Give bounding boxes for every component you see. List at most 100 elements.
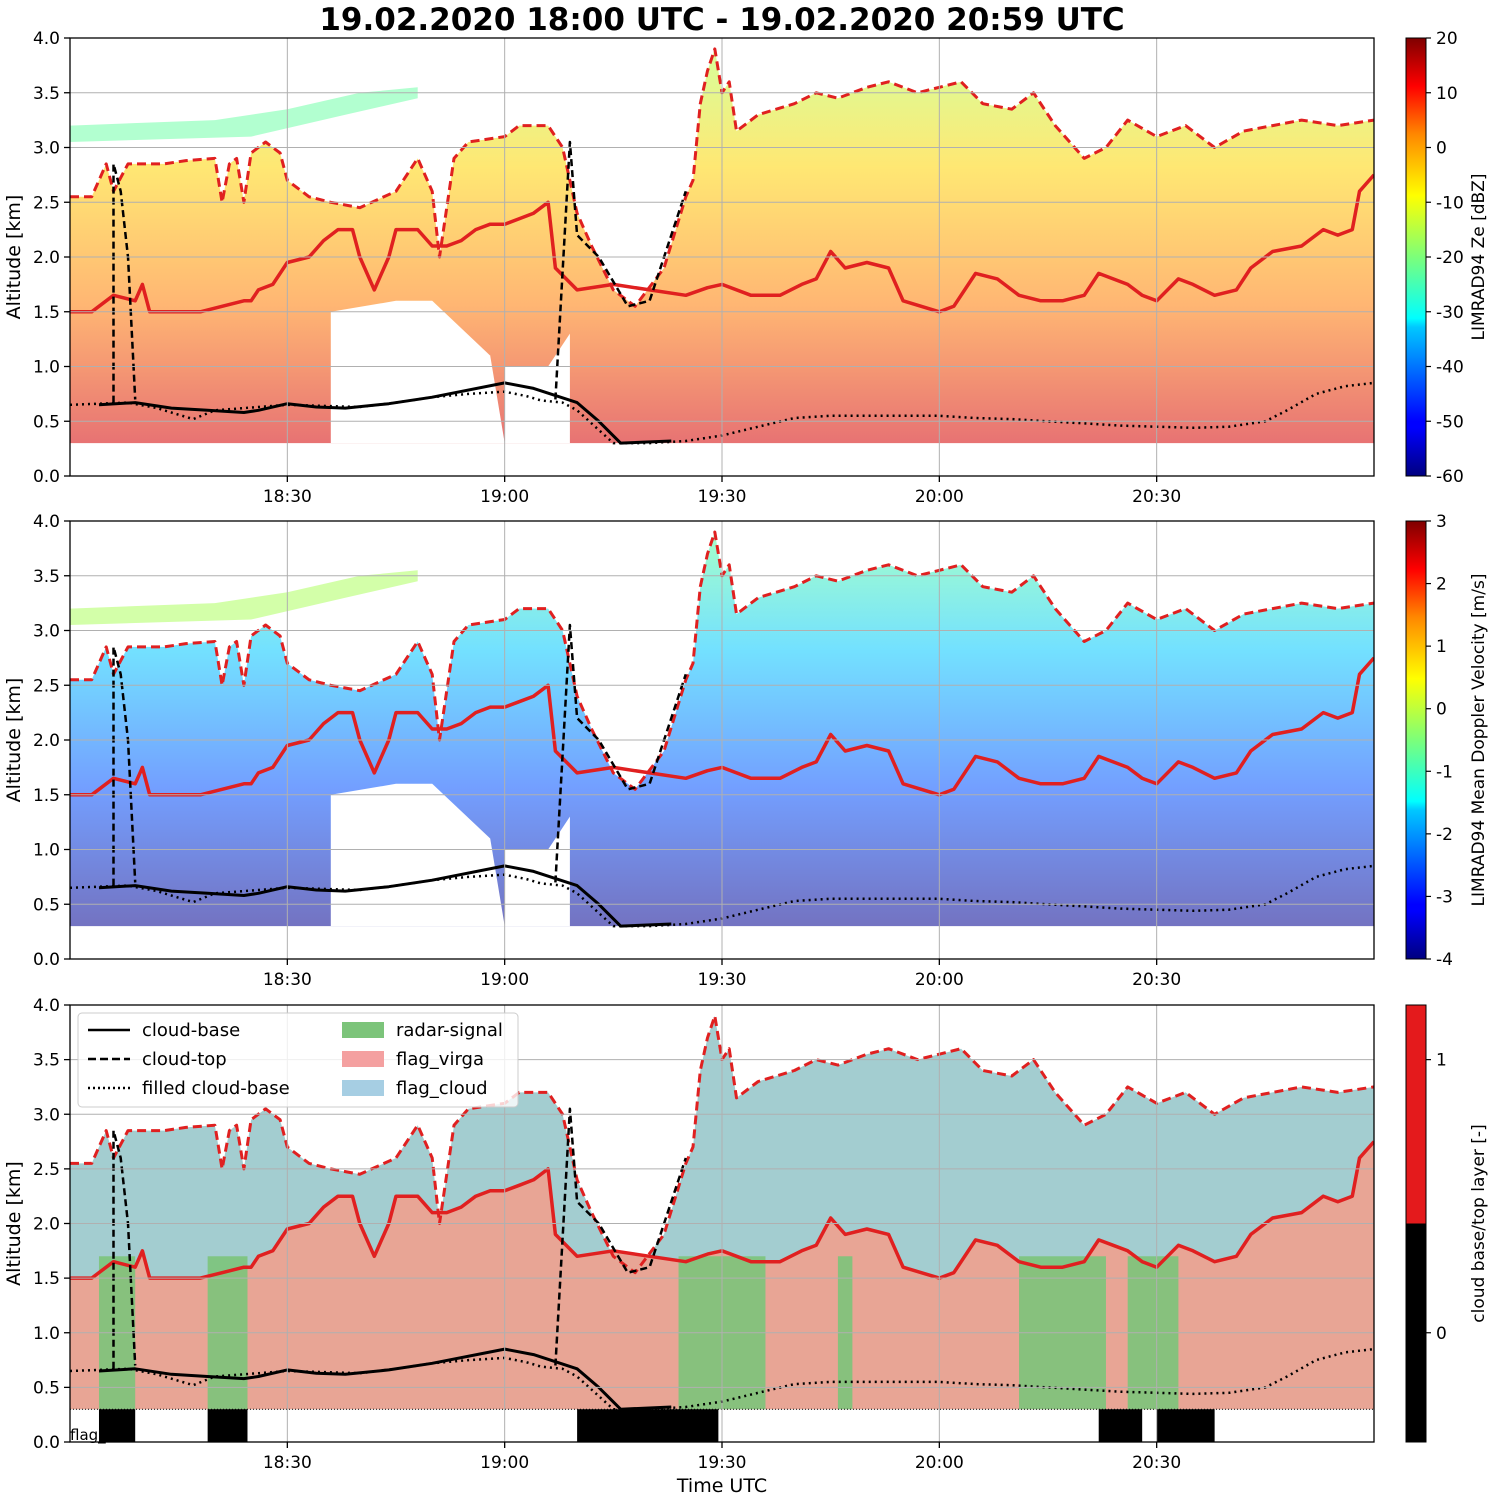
- y-tick-label: 1.0: [33, 358, 60, 378]
- colorbar-gradient: [1406, 521, 1426, 959]
- colorbar-tick-label: 3: [1436, 512, 1447, 532]
- x-tick-label: 20:00: [915, 487, 964, 507]
- y-tick-label: 3.0: [33, 1105, 60, 1125]
- y-axis-label: Altitude [km]: [3, 1161, 25, 1286]
- x-tick-label: 20:00: [915, 970, 964, 990]
- colorbar-tick-label: 20: [1436, 29, 1458, 49]
- cloud-top-line: [70, 1014, 1374, 1275]
- y-tick-label: 3.0: [33, 622, 60, 642]
- rain-flag-bar: [98, 1409, 136, 1442]
- y-tick-label: 4.0: [33, 512, 60, 532]
- y-tick-label: 1.5: [33, 786, 60, 806]
- y-tick-label: 1.5: [33, 1269, 60, 1289]
- clear-air-gap: [330, 783, 505, 927]
- cloud-top-line-black: [112, 162, 137, 403]
- y-tick-label: 3.5: [33, 84, 60, 104]
- x-tick-label: 19:00: [480, 487, 529, 507]
- y-tick-label: 2.5: [33, 1160, 60, 1180]
- y-tick-label: 2.0: [33, 1215, 60, 1235]
- colorbar-segment: [1406, 1223, 1426, 1442]
- x-tick-label: 20:30: [1132, 487, 1181, 507]
- cloud-base-line: [98, 864, 672, 928]
- y-tick-label: 4.0: [33, 29, 60, 49]
- x-axis-label: Time UTC: [676, 1475, 767, 1497]
- y-axis-label: Altitude [km]: [3, 195, 25, 320]
- colorbar-tick-label: 2: [1436, 575, 1447, 595]
- y-tick-label: 2.0: [33, 248, 60, 268]
- y-tick-label: 2.5: [33, 193, 60, 213]
- x-tick-label: 19:30: [698, 970, 747, 990]
- x-tick-label: 20:00: [915, 1453, 964, 1473]
- legend-swatch: [342, 1022, 384, 1038]
- upper-echo-layer: [70, 87, 418, 142]
- cloud-top-line-black: [554, 623, 687, 883]
- x-tick-label: 19:30: [698, 487, 747, 507]
- colorbar-label: LIMRAD94 Mean Doppler Velocity [m/s]: [1469, 574, 1489, 907]
- y-axis-label: Altitude [km]: [3, 678, 25, 803]
- cloud-base-line: [98, 1347, 672, 1411]
- rain-flag-bar: [1098, 1409, 1143, 1442]
- colorbar-label: LIMRAD94 Ze [dBZ]: [1469, 174, 1489, 341]
- colorbar-tick-label: 10: [1436, 84, 1458, 104]
- y-tick-label: 0.0: [33, 467, 60, 487]
- y-tick-label: 1.0: [33, 841, 60, 861]
- colorbar-label: cloud base/top layer [-]: [1469, 1124, 1489, 1322]
- colorbar-gradient: [1406, 38, 1426, 476]
- y-tick-label: 1.0: [33, 1324, 60, 1344]
- legend-label: flag_cloud: [396, 1078, 488, 1099]
- colorbar-tick-label: 0: [1436, 700, 1447, 720]
- x-tick-label: 18:30: [263, 487, 312, 507]
- y-tick-label: 0.5: [33, 1378, 60, 1398]
- y-tick-label: 2.0: [33, 731, 60, 751]
- y-tick-label: 3.0: [33, 139, 60, 159]
- colorbar-frame: [1405, 37, 1427, 477]
- legend-label: cloud-top: [142, 1049, 227, 1070]
- upper-echo-layer: [70, 570, 418, 625]
- x-tick-label: 18:30: [263, 1453, 312, 1473]
- colorbar-tick-label: -20: [1436, 248, 1464, 268]
- cloud-top-line-black: [112, 645, 137, 886]
- colorbar: 20 10 0 -10 -20 -30 -40 -50 -60 LIMRAD94 Ze [dBZ]: [1405, 29, 1489, 487]
- x-tick-label: 19:00: [480, 970, 529, 990]
- colorbar-segment: [1406, 1005, 1426, 1224]
- legend-label: flag_virga: [396, 1049, 484, 1070]
- legend-swatch: [342, 1080, 384, 1096]
- colorbar-tick-label: -10: [1436, 193, 1464, 213]
- legend-label: filled cloud-base: [142, 1078, 290, 1099]
- legend-box: [77, 1012, 519, 1108]
- y-tick-label: 1.5: [33, 303, 60, 323]
- cloud-top-line-black: [554, 140, 687, 400]
- colorbar-tick-label: -60: [1436, 467, 1464, 487]
- rain-flag-bar: [207, 1409, 248, 1442]
- x-tick-label: 19:00: [480, 1453, 529, 1473]
- colorbar: 3 2 1 0 -1 -2 -3 -4 LIMRAD94 Mean Doppler Veloci…: [1405, 512, 1489, 970]
- y-tick-label: 0.5: [33, 412, 60, 432]
- chart-title: 19.02.2020 18:00 UTC - 19.02.2020 20:59 …: [319, 2, 1124, 38]
- colorbar-tick-label: 1: [1436, 1051, 1447, 1071]
- colorbar-frame: [1405, 520, 1427, 960]
- colorbar-frame: [1405, 1004, 1427, 1443]
- panel-flags: flag_rain 0.0 0.5 1.0 1.5 2.0 2.5 3.0 3.5 4.0 18:3…: [3, 996, 1489, 1497]
- clear-air-gap: [330, 300, 505, 444]
- rain-flag-bar: [1156, 1409, 1215, 1442]
- y-tick-label: 0.0: [33, 950, 60, 970]
- flag-rain-label: flag_rain: [70, 1426, 135, 1445]
- x-tick-label: 20:30: [1132, 970, 1181, 990]
- legend-swatch: [342, 1051, 384, 1067]
- legend: cloud-base cloud-top filled cloud-base rada…: [77, 1012, 519, 1108]
- colorbar: 1 0 cloud base/top layer [-]: [1405, 1004, 1489, 1443]
- colorbar-tick-label: -50: [1436, 412, 1464, 432]
- colorbar-tick-label: -4: [1436, 950, 1453, 970]
- cloud-base-line: [98, 381, 672, 445]
- y-tick-label: 2.5: [33, 676, 60, 696]
- panel-reflectivity: 0.0 0.5 1.0 1.5 2.0 2.5 3.0 3.5 4.0 18:30 19:00 19:…: [3, 29, 1489, 507]
- panel-doppler_velocity: 0.0 0.5 1.0 1.5 2.0 2.5 3.0 3.5 4.0 18:30 19:00 19:…: [3, 512, 1489, 990]
- colorbar-tick-label: -3: [1436, 887, 1453, 907]
- colorbar-tick-label: 1: [1436, 637, 1447, 657]
- x-tick-label: 20:30: [1132, 1453, 1181, 1473]
- cloud-top-line-black: [112, 1129, 137, 1369]
- colorbar-tick-label: -2: [1436, 825, 1453, 845]
- legend-label: radar-signal: [396, 1020, 503, 1041]
- colorbar-tick-label: 0: [1436, 1324, 1447, 1344]
